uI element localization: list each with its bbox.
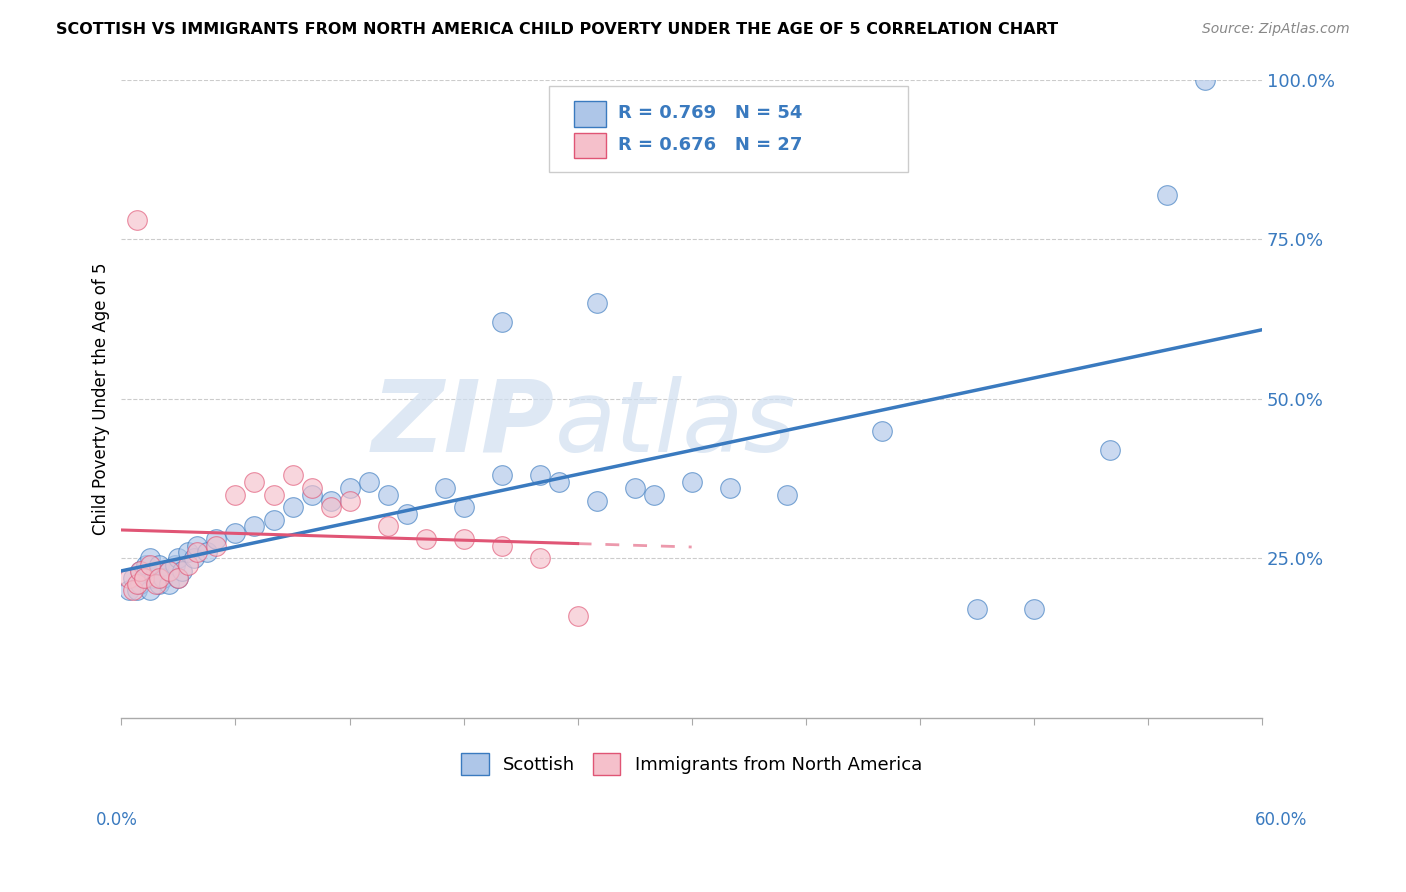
Point xyxy=(129,564,152,578)
Legend: Scottish, Immigrants from North America: Scottish, Immigrants from North America xyxy=(454,746,929,782)
Point xyxy=(319,494,342,508)
Point xyxy=(243,519,266,533)
Text: 0.0%: 0.0% xyxy=(96,811,138,829)
Point xyxy=(623,481,645,495)
Point xyxy=(224,487,246,501)
Point xyxy=(142,570,165,584)
FancyBboxPatch shape xyxy=(550,87,908,172)
FancyBboxPatch shape xyxy=(574,101,606,127)
Point xyxy=(453,500,475,515)
Point xyxy=(377,519,399,533)
Point xyxy=(547,475,569,489)
Point xyxy=(118,570,141,584)
Point xyxy=(152,570,174,584)
Point xyxy=(567,608,589,623)
Point xyxy=(157,577,180,591)
Text: ZIP: ZIP xyxy=(371,376,555,473)
Point xyxy=(301,481,323,495)
Point xyxy=(186,545,208,559)
Point xyxy=(301,487,323,501)
Point xyxy=(177,545,200,559)
Point xyxy=(139,583,162,598)
Point xyxy=(148,577,170,591)
Point xyxy=(491,468,513,483)
Point xyxy=(966,602,988,616)
Point xyxy=(585,296,607,310)
Point xyxy=(281,500,304,515)
Point xyxy=(339,494,361,508)
Point xyxy=(186,539,208,553)
Text: SCOTTISH VS IMMIGRANTS FROM NORTH AMERICA CHILD POVERTY UNDER THE AGE OF 5 CORRE: SCOTTISH VS IMMIGRANTS FROM NORTH AMERIC… xyxy=(56,22,1059,37)
Point xyxy=(157,564,180,578)
Text: 60.0%: 60.0% xyxy=(1256,811,1308,829)
Point xyxy=(167,551,190,566)
Y-axis label: Child Poverty Under the Age of 5: Child Poverty Under the Age of 5 xyxy=(93,262,110,535)
Point xyxy=(139,558,162,572)
Text: Source: ZipAtlas.com: Source: ZipAtlas.com xyxy=(1202,22,1350,37)
Point xyxy=(453,533,475,547)
Point xyxy=(145,577,167,591)
Point xyxy=(395,507,418,521)
Point xyxy=(281,468,304,483)
Point xyxy=(529,551,551,566)
Point xyxy=(145,564,167,578)
Text: R = 0.676   N = 27: R = 0.676 N = 27 xyxy=(617,136,801,154)
Point xyxy=(157,564,180,578)
Text: R = 0.769   N = 54: R = 0.769 N = 54 xyxy=(617,104,801,122)
Point xyxy=(125,213,148,227)
Point xyxy=(263,487,285,501)
Point xyxy=(129,577,152,591)
Point xyxy=(357,475,380,489)
Point xyxy=(118,583,141,598)
Point xyxy=(776,487,799,501)
Point xyxy=(339,481,361,495)
Point xyxy=(529,468,551,483)
Point xyxy=(183,551,205,566)
Point xyxy=(1022,602,1045,616)
Point xyxy=(1098,442,1121,457)
Point xyxy=(125,577,148,591)
Text: atlas: atlas xyxy=(555,376,796,473)
Point xyxy=(319,500,342,515)
Point xyxy=(172,564,194,578)
Point xyxy=(205,539,228,553)
Point xyxy=(121,570,143,584)
Point xyxy=(134,570,156,584)
Point xyxy=(167,570,190,584)
Point xyxy=(1194,73,1216,87)
Point xyxy=(129,564,152,578)
Point xyxy=(177,558,200,572)
Point xyxy=(139,551,162,566)
FancyBboxPatch shape xyxy=(574,133,606,159)
Point xyxy=(195,545,218,559)
Point xyxy=(167,570,190,584)
Point xyxy=(718,481,741,495)
Point xyxy=(415,533,437,547)
Point xyxy=(1156,187,1178,202)
Point xyxy=(163,558,186,572)
Point xyxy=(870,424,893,438)
Point xyxy=(125,583,148,598)
Point xyxy=(491,315,513,329)
Point xyxy=(243,475,266,489)
Point xyxy=(134,570,156,584)
Point xyxy=(148,558,170,572)
Point xyxy=(135,558,157,572)
Point xyxy=(263,513,285,527)
Point xyxy=(205,533,228,547)
Point xyxy=(433,481,456,495)
Point xyxy=(681,475,703,489)
Point xyxy=(224,525,246,540)
Point xyxy=(148,570,170,584)
Point xyxy=(643,487,665,501)
Point xyxy=(377,487,399,501)
Point xyxy=(121,583,143,598)
Point xyxy=(585,494,607,508)
Point xyxy=(491,539,513,553)
